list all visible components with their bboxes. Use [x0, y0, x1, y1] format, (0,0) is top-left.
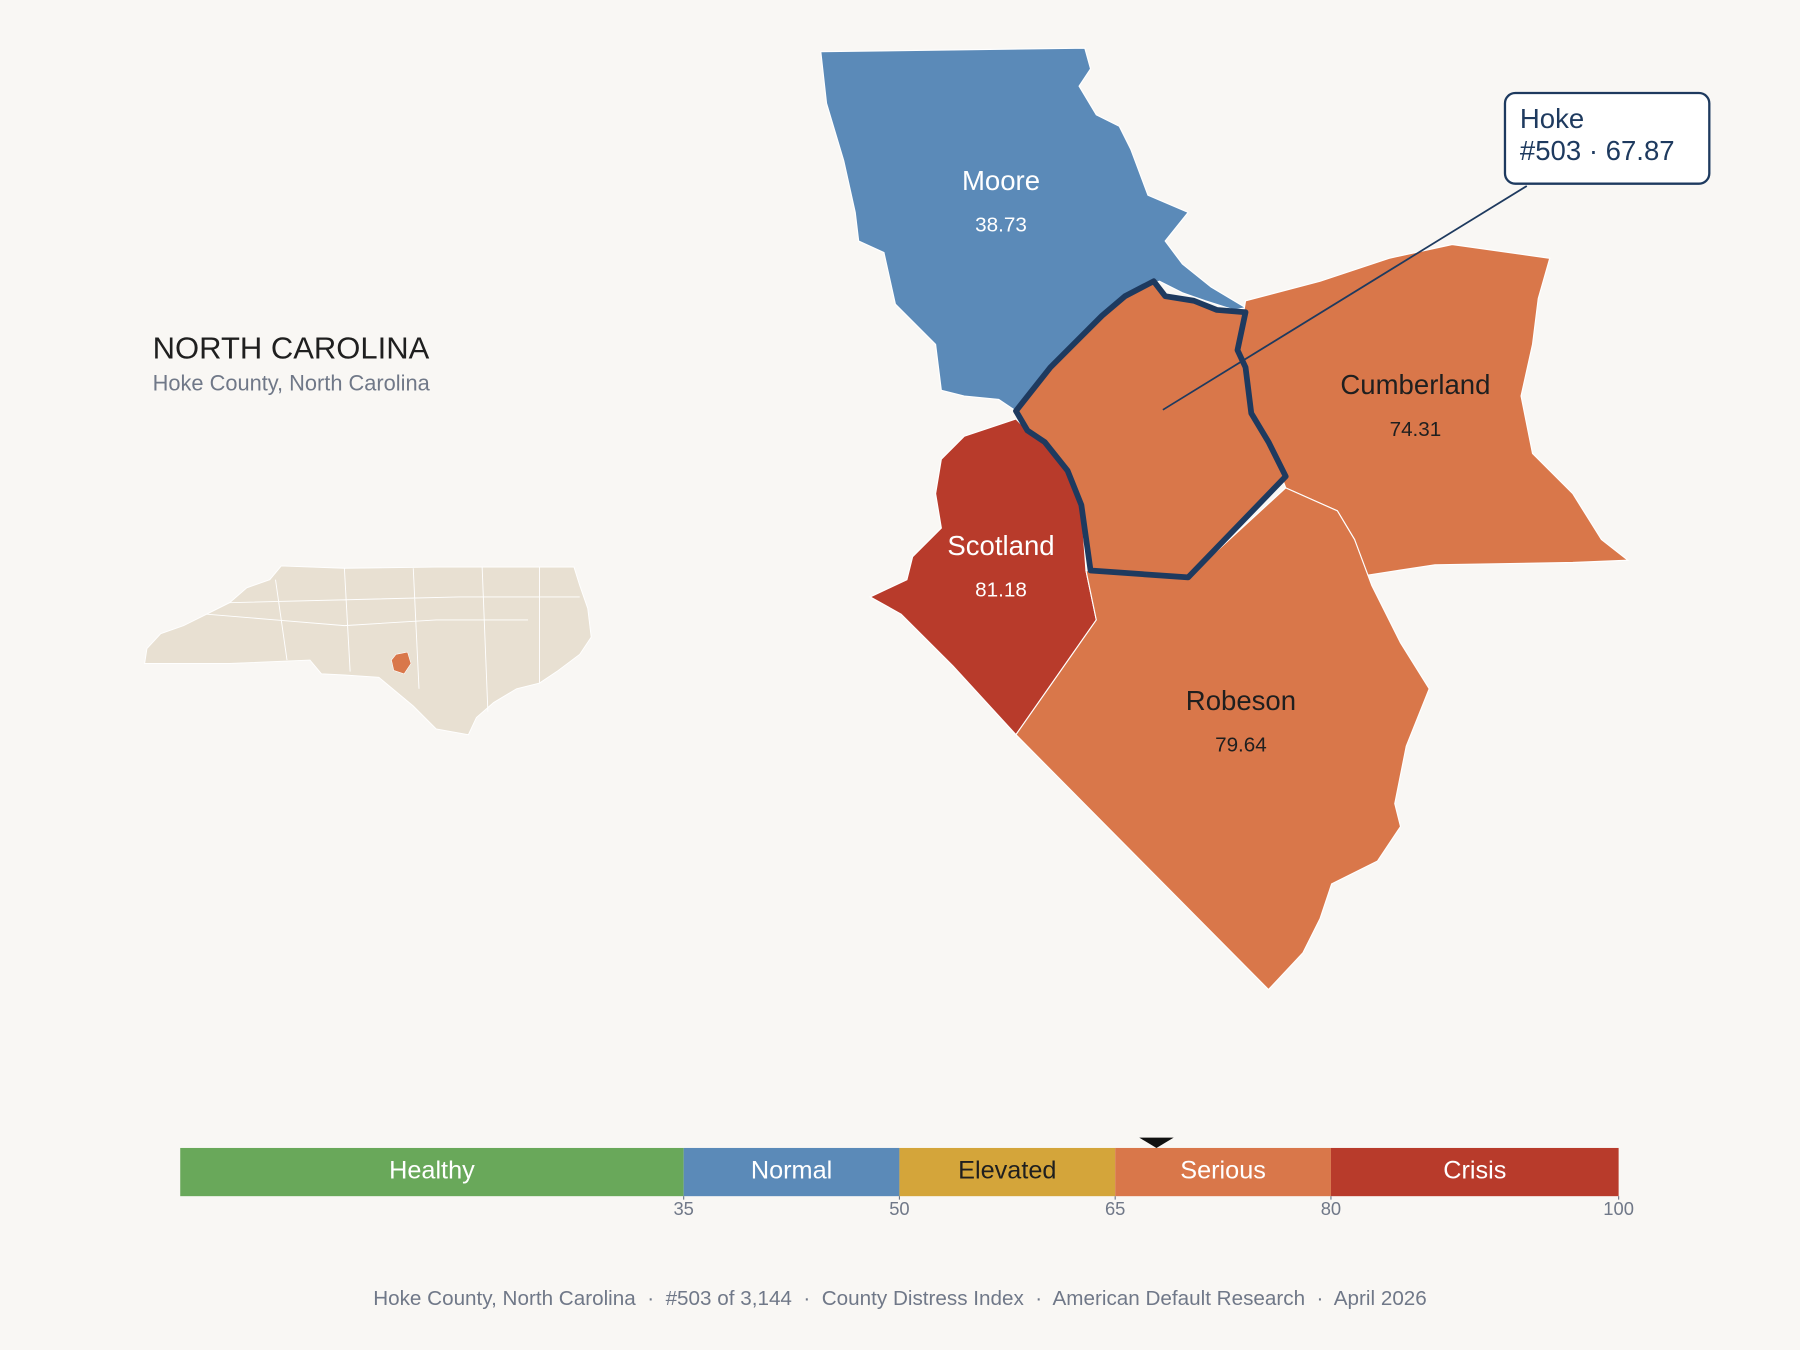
legend-tick-label: 50 — [889, 1198, 909, 1219]
title: NORTH CAROLINA — [153, 330, 430, 365]
state-inset — [144, 565, 592, 736]
callout-box — [1503, 91, 1711, 185]
legend-tick-label: 65 — [1105, 1198, 1125, 1219]
legend-band — [1115, 1147, 1331, 1197]
county-value: 74.31 — [1390, 418, 1442, 441]
county-name: Cumberland — [1340, 369, 1490, 400]
legend-band-label: Serious — [1180, 1157, 1266, 1185]
focus-county — [1013, 278, 1289, 581]
legend-band — [899, 1147, 1116, 1197]
callout-leader — [1162, 185, 1528, 411]
county-shape — [1015, 487, 1430, 991]
legend-marker — [1139, 1137, 1174, 1148]
footer: Hoke County, North Carolina · #503 of 3,… — [373, 1287, 1427, 1310]
legend-tick-label: 80 — [1321, 1198, 1341, 1219]
callout-detail: #503 · 67.87 — [1520, 135, 1675, 166]
county-value: 38.73 — [975, 214, 1027, 237]
county-value: 81.18 — [975, 579, 1027, 602]
legend-band-label: Normal — [751, 1157, 832, 1185]
legend-tick-label: 100 — [1603, 1198, 1634, 1219]
county-name: Moore — [962, 165, 1040, 196]
legend: Healthy Normal Elevated Serious Crisis 35 50 65… — [180, 1137, 1634, 1219]
legend-band-label: Elevated — [958, 1157, 1056, 1185]
callout: Hoke #503 · 67.87 — [1162, 91, 1711, 411]
legend-band — [180, 1147, 684, 1197]
legend-tick-label: 35 — [673, 1198, 693, 1219]
callout-name: Hoke — [1520, 103, 1584, 134]
legend-band — [683, 1147, 900, 1197]
legend-band-label: Crisis — [1443, 1157, 1506, 1185]
county-name: Robeson — [1186, 685, 1296, 716]
focus-inset — [391, 651, 412, 675]
county-map: Moore 38.73 Cumberland 74.31 Scotland 81.18 Ro… — [820, 47, 1630, 991]
county-value: 79.64 — [1215, 734, 1267, 757]
legend-band — [1330, 1147, 1619, 1197]
subtitle: Hoke County, North Carolina — [153, 370, 431, 395]
county-lines — [206, 567, 580, 712]
county-name: Scotland — [947, 530, 1054, 561]
legend-band-label: Healthy — [389, 1157, 475, 1185]
